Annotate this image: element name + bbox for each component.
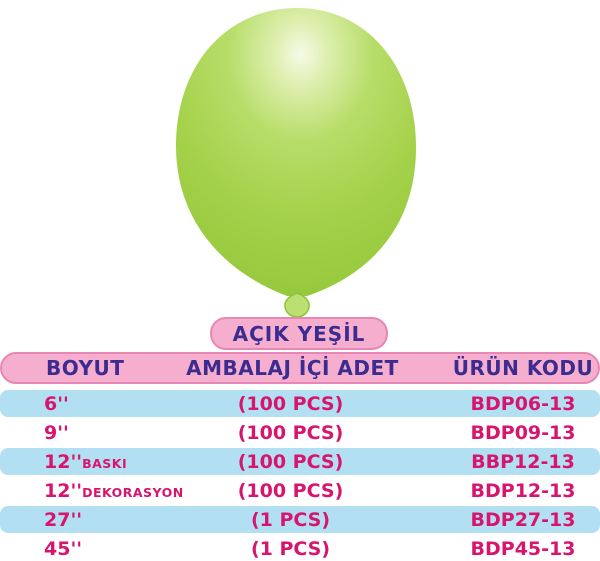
color-name-text: AÇIK YEŞİL [232, 321, 366, 346]
color-name-badge: AÇIK YEŞİL [210, 317, 388, 350]
table-row: 12''DEKORASYON (100 PCS) BDP12-13 [0, 477, 600, 504]
balloon-body [175, 8, 417, 296]
header-code: ÜRÜN KODU [452, 356, 594, 380]
table-row: 12''BASKI (100 PCS) BBP12-13 [0, 448, 600, 475]
size-suffix: BASKI [82, 455, 128, 471]
quantity-value: (100 PCS) [237, 392, 344, 415]
quantity-value: (100 PCS) [237, 479, 344, 502]
size-table: 6'' (100 PCS) BDP06-13 9'' (100 PCS) BDP… [0, 390, 600, 561]
header-size: BOYUT [46, 356, 125, 380]
product-code: BDP09-13 [470, 421, 576, 444]
balloon-knot [284, 292, 310, 318]
balloon-image [175, 8, 417, 318]
quantity-value: (1 PCS) [250, 537, 331, 560]
size-cell: 9'' [0, 422, 178, 444]
size-value: 45'' [44, 537, 83, 560]
size-cell: 6'' [0, 393, 178, 415]
table-row: 6'' (100 PCS) BDP06-13 [0, 390, 600, 417]
size-cell: 45'' [0, 538, 178, 560]
table-row: 27'' (1 PCS) BDP27-13 [0, 506, 600, 533]
size-value: 6'' [44, 392, 69, 415]
table-row: 45'' (1 PCS) BDP45-13 [0, 535, 600, 561]
size-cell: 27'' [0, 509, 178, 531]
table-header: BOYUT AMBALAJ İÇİ ADET ÜRÜN KODU [0, 352, 600, 384]
size-suffix: DEKORASYON [82, 484, 184, 500]
size-cell: 12''BASKI [0, 451, 178, 473]
product-code: BBP12-13 [471, 450, 575, 473]
product-code: BDP27-13 [470, 508, 576, 531]
table-row: 9'' (100 PCS) BDP09-13 [0, 419, 600, 446]
size-value: 9'' [44, 421, 69, 444]
size-value: 12'' [44, 479, 83, 502]
size-cell: 12''DEKORASYON [0, 479, 183, 502]
product-code: BDP12-13 [470, 479, 576, 502]
size-value: 12'' [44, 450, 83, 473]
header-quantity: AMBALAJ İÇİ ADET [186, 356, 399, 380]
quantity-value: (100 PCS) [237, 450, 344, 473]
size-value: 27'' [44, 508, 83, 531]
product-code: BDP45-13 [470, 537, 576, 560]
product-code: BDP06-13 [470, 392, 576, 415]
quantity-value: (1 PCS) [250, 508, 331, 531]
quantity-value: (100 PCS) [237, 421, 344, 444]
